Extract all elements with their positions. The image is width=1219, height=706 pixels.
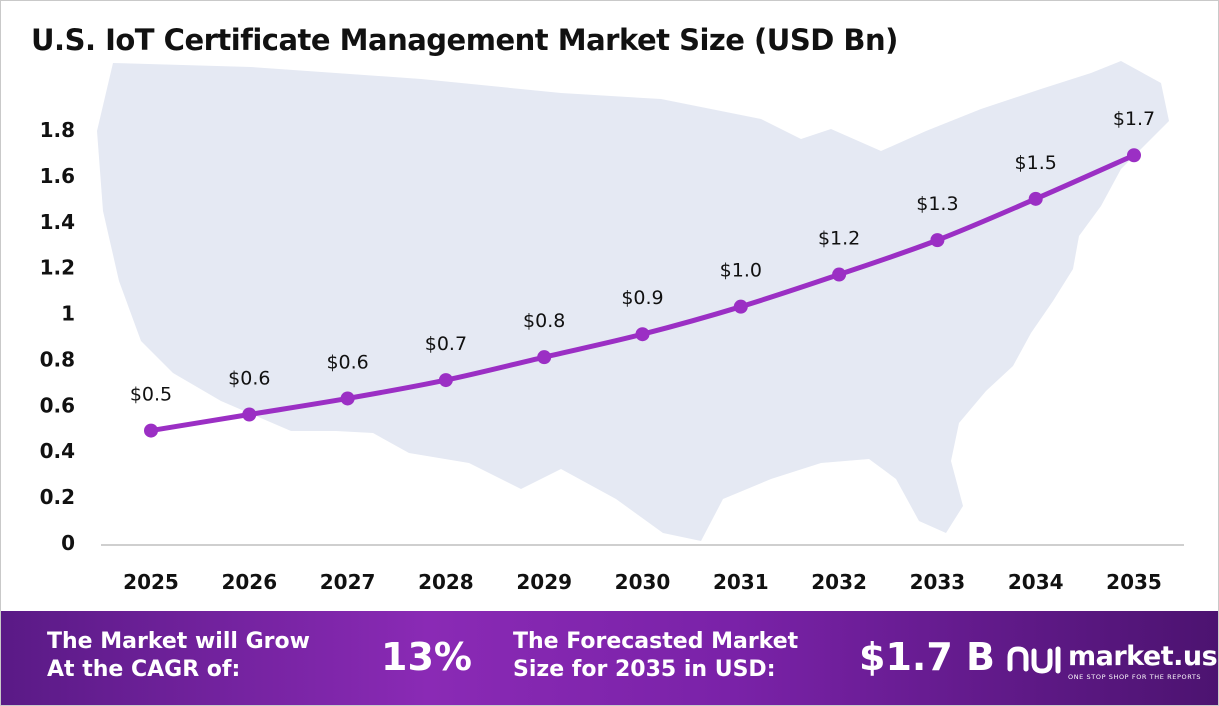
data-point [635, 327, 650, 342]
cagr-caption-line1: The Market will Grow [47, 629, 310, 654]
forecast-caption-line1: The Forecasted Market [513, 629, 799, 654]
data-label: $0.7 [425, 333, 467, 355]
x-tick-label: 2035 [1106, 570, 1162, 594]
market-us-logo-icon [1007, 646, 1061, 674]
data-point [733, 299, 748, 314]
footer-banner: The Market will Grow At the CAGR of: 13%… [1, 611, 1218, 705]
data-point [930, 233, 945, 248]
data-point [242, 407, 257, 422]
forecast-caption-line2: Size for 2035 in USD: [513, 657, 776, 682]
x-tick-label: 2027 [320, 570, 376, 594]
y-tick-label: 0.2 [40, 485, 75, 509]
y-tick-label: 1 [61, 302, 75, 326]
x-tick-label: 2032 [811, 570, 867, 594]
x-tick-label: 2026 [221, 570, 277, 594]
cagr-value: 13% [381, 635, 472, 679]
data-label: $1.7 [1113, 108, 1155, 130]
x-tick-label: 2034 [1008, 570, 1064, 594]
data-point [340, 391, 355, 406]
data-label: $0.9 [621, 287, 663, 309]
x-tick-label: 2033 [910, 570, 966, 594]
y-tick-label: 1.6 [40, 164, 75, 188]
data-point [537, 350, 552, 365]
data-point [832, 267, 847, 282]
logo-name: market.us [1068, 641, 1218, 672]
data-label: $0.5 [130, 384, 172, 406]
data-point [1127, 148, 1141, 163]
y-tick-label: 1.2 [40, 256, 75, 280]
data-label: $0.6 [326, 351, 368, 373]
data-label: $1.0 [720, 260, 762, 282]
market-us-logo: market.us ONE STOP SHOP FOR THE REPORTS [1004, 639, 1218, 683]
y-tick-label: 1.4 [40, 210, 75, 234]
forecast-value: $1.7 B [859, 635, 995, 679]
chart-title: U.S. IoT Certificate Management Market S… [31, 23, 898, 57]
us-map-background [97, 61, 1169, 541]
data-point [438, 373, 453, 388]
y-tick-label: 0.4 [40, 439, 75, 463]
x-tick-label: 2025 [123, 570, 179, 594]
x-tick-label: 2028 [418, 570, 474, 594]
logo-tagline: ONE STOP SHOP FOR THE REPORTS [1068, 673, 1202, 681]
data-label: $0.6 [228, 368, 270, 390]
cagr-caption-line2: At the CAGR of: [47, 657, 241, 682]
data-point [1028, 191, 1043, 206]
y-tick-label: 0 [61, 531, 75, 555]
data-label: $1.5 [1015, 152, 1057, 174]
x-tick-label: 2030 [615, 570, 671, 594]
y-tick-label: 0.8 [40, 347, 75, 371]
line-chart: 0 0.2 0.4 0.6 0.8 1 1.2 1.4 1.6 1.8 2025 2026 2027 2… [40, 61, 1184, 594]
y-tick-label: 1.8 [40, 118, 75, 142]
data-label: $1.2 [818, 228, 860, 250]
x-tick-label: 2029 [516, 570, 572, 594]
data-label: $0.8 [523, 310, 565, 332]
y-tick-label: 0.6 [40, 393, 75, 417]
data-point [144, 423, 158, 438]
x-tick-label: 2031 [713, 570, 769, 594]
data-label: $1.3 [916, 193, 958, 215]
